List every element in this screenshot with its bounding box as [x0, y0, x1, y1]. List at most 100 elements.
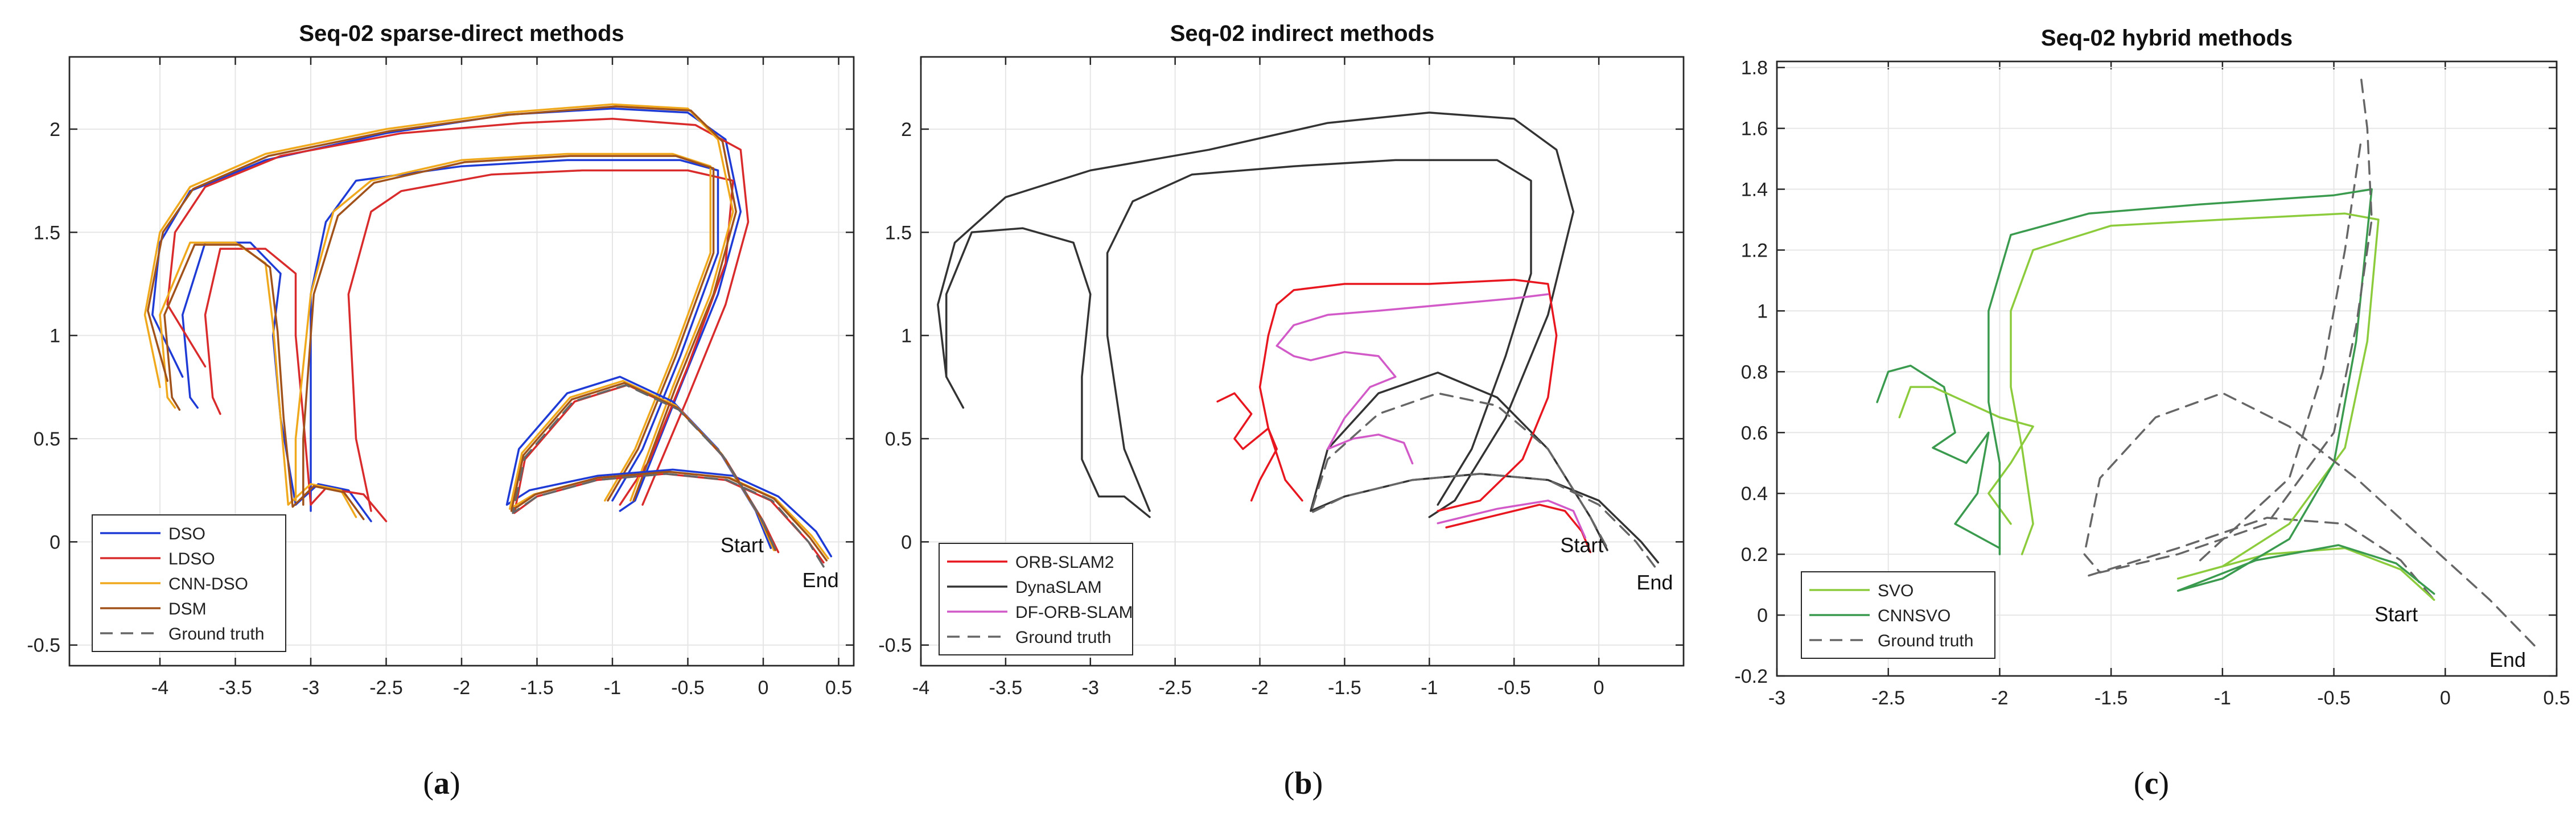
- legend-label: DynaSLAM: [1015, 578, 1102, 597]
- trajectory-segment: [151, 107, 742, 512]
- y-tick-label: 0.5: [885, 428, 912, 450]
- x-tick-label: -2.5: [369, 677, 403, 699]
- y-tick-label: 1.5: [34, 222, 60, 244]
- series-line-svo: [2010, 212, 2435, 601]
- y-tick-label: 0: [901, 531, 912, 553]
- caption-paren-close: ): [450, 766, 460, 801]
- legend-label: Ground truth: [168, 625, 264, 644]
- y-tick-label: -0.5: [27, 635, 60, 657]
- legend: DSO LDSO CNN-DSO DSM Ground truth: [92, 514, 286, 652]
- trajectory-segment: [166, 118, 750, 506]
- legend-label: CNNSVO: [1878, 607, 1950, 625]
- x-tick-label: -1: [1421, 677, 1438, 699]
- x-tick-label: 0.5: [825, 677, 852, 699]
- series-line-ground-truth: [1310, 392, 1656, 568]
- trajectory-segment: [1310, 372, 1660, 564]
- annotation-end: End: [803, 568, 839, 592]
- y-tick-label: 1.4: [1741, 179, 1768, 201]
- panel-caption: (c): [2134, 766, 2169, 801]
- y-tick-label: -0.2: [1734, 666, 1768, 687]
- x-tick-label: 0: [1594, 677, 1604, 699]
- chart-panel-a: Seq-02 sparse-direct methods -4 -3.5 -3 -2.5…: [27, 21, 855, 801]
- y-tick-label: 0.4: [1741, 483, 1768, 505]
- trajectory-segment: [143, 103, 734, 502]
- series-line-ground-truth: [2083, 72, 2536, 647]
- legend-label: SVO: [1878, 581, 1914, 600]
- trajectory-segment: [2088, 517, 2435, 601]
- trajectory-segment: [302, 155, 715, 506]
- legend-label: LDSO: [168, 550, 215, 568]
- legend-label: CNN-DSO: [168, 575, 248, 593]
- x-tick-label: -4: [912, 677, 929, 699]
- y-tick-label: 2: [50, 119, 60, 141]
- chart-panel-c: Seq-02 hybrid methods -3 -2.5 -2 -1.5 -1 -0.5 0…: [1734, 26, 2570, 801]
- trajectory-segment: [347, 169, 734, 512]
- x-tick-label: 0.5: [2543, 687, 2570, 709]
- x-tick-label: -1: [2214, 687, 2231, 709]
- x-tick-label: -1: [604, 677, 621, 699]
- trajectory-segment: [1216, 392, 1278, 502]
- data-layer: [1876, 72, 2536, 647]
- chart-title: Seq-02 hybrid methods: [2041, 26, 2293, 51]
- x-tick-label: -1.5: [520, 677, 554, 699]
- legend-label: DSM: [168, 600, 207, 618]
- y-tick-label: 2: [901, 119, 912, 141]
- caption-letter: b: [1294, 766, 1312, 801]
- chart-panel-b: Seq-02 indirect methods -4 -3.5 -3 -2.5 -2 -1.…: [878, 21, 1685, 801]
- y-tick-label: 1: [1757, 300, 1768, 322]
- y-tick-label: 1.8: [1741, 57, 1768, 79]
- x-tick-label: 0: [758, 677, 769, 699]
- panel-caption: (a): [423, 766, 460, 801]
- x-tick-label: -3.5: [989, 677, 1023, 699]
- x-tick-label: -3.5: [219, 677, 252, 699]
- annotation-start: Start: [2375, 603, 2418, 626]
- x-tick-label: -2.5: [1158, 677, 1192, 699]
- annotation-end: End: [1636, 571, 1673, 594]
- trajectory-segment: [294, 152, 712, 502]
- axes-border: [1776, 60, 2558, 677]
- caption-paren-close: ): [1312, 766, 1323, 801]
- x-tick-label: -3: [1082, 677, 1099, 699]
- legend-label: Ground truth: [1878, 632, 1973, 650]
- y-tick-label: 0: [1757, 605, 1768, 626]
- chart-title: Seq-02 sparse-direct methods: [299, 21, 624, 46]
- x-tick-label: -0.5: [671, 677, 705, 699]
- x-tick-label: -2: [1251, 677, 1268, 699]
- x-tick-label: -2: [453, 677, 470, 699]
- trajectory-segment: [159, 241, 357, 518]
- trajectory-segment: [937, 112, 1575, 518]
- trajectory-segment: [1437, 500, 1587, 539]
- legend-label: Ground truth: [1015, 628, 1111, 647]
- x-tick-label: -2: [1991, 687, 2008, 709]
- caption-paren-close: ): [2158, 766, 2169, 801]
- panel-caption: (b): [1284, 766, 1323, 801]
- y-tick-label: 1.6: [1741, 118, 1768, 140]
- trajectory-segment: [181, 241, 372, 522]
- trajectory-segment: [163, 244, 365, 521]
- annotation-start: Start: [1560, 534, 1603, 557]
- series-line-cnnsvo: [1987, 188, 2435, 595]
- data-layer: [143, 103, 833, 568]
- caption-paren-open: (: [423, 766, 434, 801]
- legend-label: DSO: [168, 525, 205, 543]
- y-tick-label: 0: [50, 531, 60, 553]
- series-line-dynaslam: [945, 227, 1151, 518]
- y-tick-label: -0.5: [878, 635, 912, 657]
- legend: SVO CNNSVO Ground truth: [1801, 571, 1995, 659]
- x-tick-label: -1.5: [2094, 687, 2128, 709]
- legend-label: DF-ORB-SLAM: [1015, 603, 1133, 622]
- chart-title: Seq-02 indirect methods: [1170, 21, 1435, 46]
- data-layer: [937, 112, 1660, 568]
- legend: ORB-SLAM2 DynaSLAM DF-ORB-SLAM Ground truth: [939, 543, 1133, 655]
- trajectory-segment: [1876, 364, 2001, 550]
- y-tick-label: 0.8: [1741, 361, 1768, 383]
- trajectory-segment: [1898, 386, 2034, 525]
- y-tick-label: 0.6: [1741, 422, 1768, 444]
- series-line-orb-slam2: [1258, 278, 1558, 512]
- annotation-end: End: [2489, 648, 2526, 671]
- y-tick-label: 0.2: [1741, 544, 1768, 566]
- x-tick-label: -4: [151, 677, 168, 699]
- caption-paren-open: (: [2134, 766, 2145, 801]
